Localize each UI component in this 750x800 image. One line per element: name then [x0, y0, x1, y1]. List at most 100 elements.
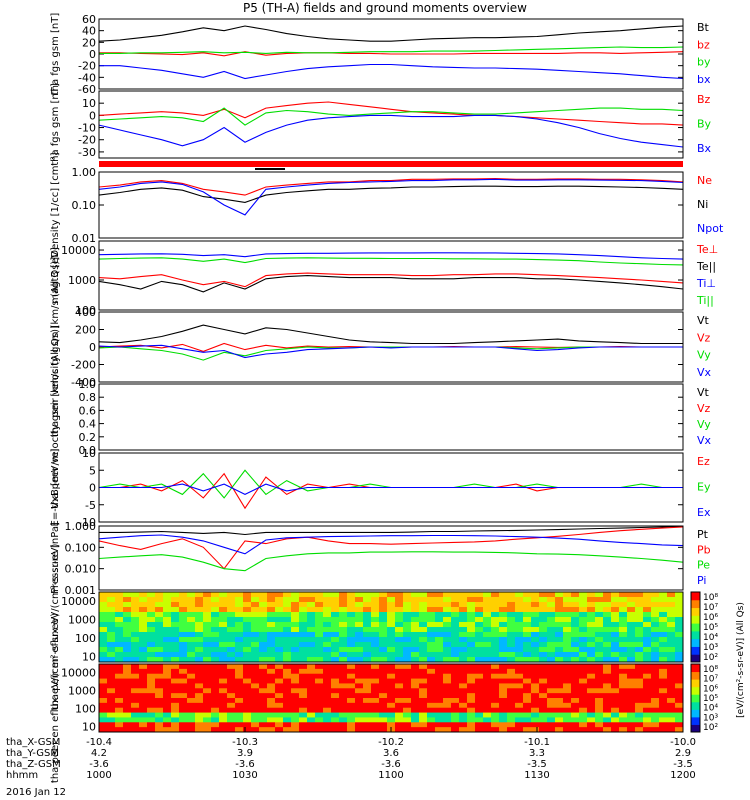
spectrogram-cell: [211, 592, 220, 598]
spectrogram-cell: [267, 693, 276, 699]
spectrogram-cell: [507, 693, 516, 699]
spectrogram-cell: [587, 693, 596, 699]
spectrogram-cell: [619, 612, 628, 618]
spectrogram-cell: [499, 707, 508, 714]
spectrogram-cell: [299, 664, 308, 670]
spectrogram-cell: [507, 597, 516, 603]
spectrogram-cell: [451, 652, 460, 658]
spectrogram-cell: [259, 727, 268, 732]
spectrogram-cell: [603, 657, 612, 662]
spectrogram-cell: [235, 712, 244, 718]
spectrogram-cell: [299, 702, 308, 709]
spectrogram-cell: [651, 693, 660, 699]
spectrogram-cell: [579, 612, 588, 618]
spectrogram-cell: [523, 592, 532, 598]
spectrogram-cell: [667, 688, 676, 694]
spectrogram-cell: [411, 637, 420, 643]
spectrogram-cell: [315, 707, 324, 714]
spectrogram-cell: [563, 712, 572, 718]
spectrogram-cell: [379, 683, 388, 689]
spectrogram-cell: [147, 592, 156, 598]
spectrogram-cell: [283, 622, 292, 628]
lines: [99, 526, 683, 572]
spectrogram-cell: [587, 683, 596, 689]
spectrogram-cell: [507, 612, 516, 618]
spectrogram-cell: [435, 727, 444, 732]
spectrogram-cell: [395, 647, 404, 653]
spectrogram-cell: [259, 657, 268, 662]
colorbar-tick: 10²: [703, 653, 718, 663]
spectrogram-cell: [507, 707, 516, 714]
spectrogram-cell: [451, 712, 460, 718]
spectrogram-cell: [307, 657, 316, 662]
spectrogram-cell: [531, 707, 540, 714]
ytick-label: 1.00: [72, 166, 97, 179]
spectrogram-cell: [259, 647, 268, 653]
spectrogram-cell: [579, 617, 588, 623]
spectrogram-cell: [659, 647, 668, 653]
spectrogram-cell: [123, 722, 132, 728]
spectrogram-cell: [587, 622, 596, 628]
spectrogram-cell: [595, 597, 604, 603]
spectrogram-cell: [187, 652, 196, 658]
spectrogram-cell: [571, 622, 580, 628]
spectrogram-cell: [419, 657, 428, 662]
colorbar: 10⁸10⁷10⁶10⁵10⁴10³10²10⁸10⁷10⁶10⁵10⁴10³1…: [690, 591, 746, 733]
spectrogram-cell: [467, 637, 476, 643]
lines: [99, 252, 683, 293]
spectrogram-cell: [267, 702, 276, 709]
spectrogram-cell: [203, 664, 212, 670]
panel-frame: [98, 311, 684, 383]
spectrogram-cell: [531, 657, 540, 662]
spectrogram-cell: [499, 668, 508, 675]
spectrogram-cell: [603, 683, 612, 689]
ylabel: tha peer en eflux eV/(cm²-s-sr-eV): [50, 613, 61, 783]
spectrogram-cell: [395, 688, 404, 694]
spectrogram-cell: [659, 602, 668, 608]
spectrogram-cell: [307, 668, 316, 675]
spectrogram-cell: [459, 702, 468, 709]
spectrogram-cell: [523, 597, 532, 603]
spectrogram-cell: [227, 632, 236, 638]
spectrogram-cell: [627, 664, 636, 670]
spectrogram-cell: [603, 647, 612, 653]
ytick-label: -40: [78, 71, 96, 84]
spectrogram-cell: [507, 602, 516, 608]
spectrogram-cell: [475, 702, 484, 709]
lines: [99, 324, 683, 361]
spectrogram-cell: [675, 693, 683, 699]
spectrogram-cell: [227, 647, 236, 653]
spectrogram-cell: [595, 637, 604, 643]
series-line-Pi: [99, 534, 683, 555]
spectrogram-cell: [315, 657, 324, 662]
colorbar-segment: [691, 679, 700, 688]
spectrogram-cell: [219, 683, 228, 689]
spectrogram-cell: [283, 668, 292, 675]
spectrogram-cell: [235, 698, 244, 704]
spectrogram-cell: [675, 707, 683, 714]
spectrogram-cell: [259, 688, 268, 694]
spectrogram-cell: [339, 668, 348, 675]
spectrogram-cell: [259, 617, 268, 623]
spectrogram-cell: [323, 712, 332, 718]
spectrogram-cell: [395, 702, 404, 709]
spectrogram-cell: [379, 722, 388, 728]
spectrogram-cell: [99, 652, 108, 658]
spectrogram-cell: [483, 678, 492, 684]
spectrogram-cell: [499, 712, 508, 718]
spectrogram-cell: [611, 647, 620, 653]
spectrogram-cell: [251, 678, 260, 684]
spectrogram-cell: [611, 712, 620, 718]
spectrogram-cell: [371, 647, 380, 653]
spectrogram-cell: [419, 702, 428, 709]
spectrogram-cell: [363, 688, 372, 694]
spectrogram-cell: [395, 617, 404, 623]
spectrogram-cell: [651, 717, 660, 723]
spectrogram-cell: [403, 698, 412, 704]
spectrogram-cell: [531, 642, 540, 648]
spectrogram-cell: [611, 727, 620, 732]
spectrogram-cell: [387, 632, 396, 638]
spectrogram-cell: [203, 712, 212, 718]
spectrogram-cell: [659, 727, 668, 732]
